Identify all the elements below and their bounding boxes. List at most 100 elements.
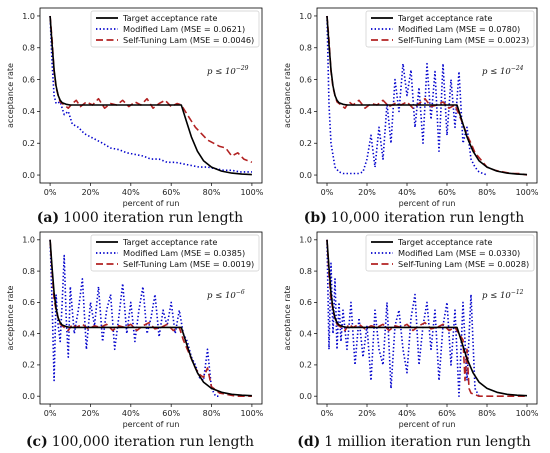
caption-label: (d) [297,434,320,450]
y-tick-label: 0.0 [299,171,312,180]
series-line-target [49,15,252,176]
x-axis-label: percent of run [399,199,456,208]
p-value-base: p ≤ 10 [482,291,511,301]
legend-label: Modified Lam (MSE = 0.0780) [398,24,520,34]
x-tick-label: 0% [44,409,57,418]
y-tick-label: 0.2 [22,139,35,148]
series-group [49,15,253,176]
caption-label: (c) [26,434,48,450]
y-tick-label: 0.4 [22,107,35,116]
x-tick-label: 80% [203,409,221,418]
legend-label: Target acceptance rate [397,13,492,23]
caption-text: 10,000 iteration run length [331,210,524,226]
caption-text: 1 million iteration run length [324,434,530,450]
p-value-base: p ≤ 10 [207,67,236,77]
y-tick-label: 0.2 [299,361,312,370]
caption-label: (b) [304,210,327,226]
y-axis-label: acceptance rate [283,63,292,128]
y-axis-label: acceptance rate [6,285,15,350]
y-tick-label: 0.8 [22,44,35,53]
p-value-exponent: −6 [236,289,245,296]
series-line-target [326,239,528,397]
p-value-exponent: −12 [511,289,524,296]
x-tick-label: 0% [44,188,57,197]
y-tick-label: 1.0 [299,12,312,21]
x-axis-label: percent of run [399,420,456,429]
x-axis-label: percent of run [123,420,180,429]
y-tick-label: 0.6 [22,75,35,84]
series-line-modified [326,15,488,176]
legend-label: Modified Lam (MSE = 0.0330) [398,248,520,258]
x-tick-label: 100% [516,188,539,197]
x-axis-label: percent of run [123,199,180,208]
x-tick-label: 80% [478,188,496,197]
x-tick-label: 60% [162,409,180,418]
x-tick-label: 20% [82,188,100,197]
y-axis-label: acceptance rate [283,285,292,350]
legend-box [90,234,260,272]
plot-frame [316,231,538,405]
y-tick-label: 0.0 [22,392,35,401]
p-value-base: p ≤ 10 [482,67,511,77]
subfigure-caption: (a) 1000 iteration run length [37,210,243,226]
p-value-base: p ≤ 10 [207,291,236,301]
series-group [326,239,528,397]
y-tick-label: 0.0 [22,171,35,180]
legend-label: Modified Lam (MSE = 0.0621) [123,24,245,34]
legend-box [90,10,260,48]
y-tick-label: 0.2 [299,139,312,148]
series-line-target [49,239,252,397]
x-tick-label: 40% [398,409,416,418]
p-value-annotation: p ≤ 10−24 [482,65,524,77]
legend-label: Target acceptance rate [122,237,217,247]
x-tick-label: 100% [240,188,263,197]
series-line-target [326,15,528,176]
y-tick-label: 0.4 [299,107,312,116]
x-tick-label: 40% [398,188,416,197]
x-tick-label: 20% [358,188,376,197]
p-value-annotation: p ≤ 10−12 [482,289,524,301]
y-tick-label: 0.8 [299,44,312,53]
legend-label: Self-Tuning Lam (MSE = 0.0046) [123,35,254,45]
series-line-modified [49,239,220,397]
chart-panel-a: 0.0 0.2 0.4 0.6 0.8 1.0 0% 20% 40% 60% 80% 100% perc… [6,7,264,226]
series-group [49,239,252,397]
x-tick-label: 60% [162,188,180,197]
x-tick-label: 100% [240,409,263,418]
p-value-annotation: p ≤ 10−29 [207,65,249,77]
chart-panel-c: 0.0 0.2 0.4 0.6 0.8 1.0 0% 20% 40% 60% 80% 100% perc… [6,231,264,450]
x-tick-label: 0% [321,409,334,418]
subfigure-caption: (d) 1 million iteration run length [297,434,530,450]
y-tick-label: 1.0 [22,12,35,21]
p-value-exponent: −29 [236,65,249,72]
x-tick-label: 20% [358,409,376,418]
x-tick-label: 60% [438,188,456,197]
x-tick-label: 100% [516,409,539,418]
legend-label: Modified Lam (MSE = 0.0385) [123,248,245,258]
y-tick-label: 0.8 [22,267,35,276]
x-tick-label: 60% [438,409,456,418]
y-tick-label: 1.0 [22,236,35,245]
plot-frame [39,7,263,184]
legend-label: Self-Tuning Lam (MSE = 0.0019) [123,259,254,269]
legend-box [365,10,535,48]
x-tick-label: 40% [122,409,140,418]
y-tick-label: 0.8 [299,267,312,276]
y-tick-label: 0.4 [22,329,35,338]
legend-box [365,234,535,272]
plot-frame [316,7,538,184]
subfigure-caption: (b) 10,000 iteration run length [304,210,524,226]
caption-text: 1000 iteration run length [63,210,243,226]
legend-label: Self-Tuning Lam (MSE = 0.0023) [398,35,529,45]
caption-text: 100,000 iteration run length [52,434,254,450]
series-group [326,15,528,176]
legend-label: Target acceptance rate [122,13,217,23]
p-value-annotation: p ≤ 10−6 [207,289,245,301]
x-tick-label: 20% [82,409,100,418]
x-tick-label: 40% [122,188,140,197]
chart-panel-d: 0.0 0.2 0.4 0.6 0.8 1.0 0% 20% 40% 60% 80% 100% perc… [283,231,539,450]
plot-frame [39,231,263,405]
series-line-self-tuning [49,15,253,164]
